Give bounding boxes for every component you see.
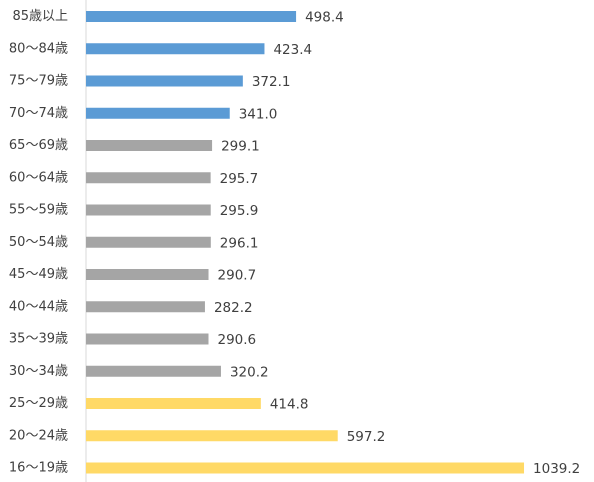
category-label-8: 45～49歳 [9, 267, 68, 282]
bar-1 [86, 43, 265, 55]
category-label-14: 16～19歳 [9, 461, 68, 476]
category-label-13: 20～24歳 [9, 428, 68, 443]
category-label-9: 40～44歳 [9, 299, 68, 314]
bar-0 [86, 11, 297, 22]
value-label-0: 498.4 [305, 10, 344, 26]
value-label-1: 423.4 [273, 42, 312, 58]
bar-11 [86, 365, 221, 377]
bar-9 [86, 301, 205, 313]
value-label-12: 414.8 [270, 397, 309, 413]
bar-7 [86, 236, 211, 248]
category-label-2: 75～79歳 [9, 74, 68, 89]
value-label-7: 296.1 [220, 235, 259, 251]
bar-3 [86, 107, 230, 119]
value-label-2: 372.1 [252, 74, 291, 90]
bar-4 [86, 140, 213, 151]
bar-13 [86, 430, 338, 442]
value-label-14: 1039.2 [533, 461, 580, 477]
category-label-3: 70～74歳 [9, 106, 68, 121]
bars-group [86, 11, 525, 474]
bar-8 [86, 269, 209, 280]
value-label-8: 290.7 [218, 268, 257, 284]
bar-12 [86, 398, 261, 409]
value-labels-group: 498.4 423.4 372.1 341.0 299.1 295.7 295.9 296.1… [214, 10, 580, 478]
bar-14 [86, 462, 525, 474]
category-labels-group: 85歳以上 80～84歳 75～79歳 70～74歳 65～69歳 60～64歳 55～59… [9, 9, 68, 476]
value-label-13: 597.2 [347, 429, 386, 445]
category-label-7: 50～54歳 [9, 235, 68, 250]
category-label-5: 60～64歳 [9, 170, 68, 185]
category-label-6: 55～59歳 [9, 203, 68, 218]
value-label-11: 320.2 [230, 364, 269, 380]
bar-6 [86, 204, 211, 216]
category-label-4: 65～69歳 [9, 138, 68, 153]
value-label-3: 341.0 [239, 106, 278, 122]
category-label-1: 80～84歳 [9, 41, 68, 56]
bar-5 [86, 172, 211, 184]
bar-2 [86, 75, 243, 87]
value-label-9: 282.2 [214, 300, 253, 316]
bar-10 [86, 333, 209, 345]
category-label-12: 25～29歳 [9, 396, 68, 411]
category-label-0: 85歳以上 [12, 9, 68, 24]
category-label-10: 35～39歳 [9, 332, 68, 347]
value-label-6: 295.9 [220, 203, 259, 219]
value-label-10: 290.6 [217, 332, 256, 348]
category-label-11: 30～34歳 [9, 364, 68, 379]
value-label-5: 295.7 [220, 171, 259, 187]
value-label-4: 299.1 [221, 139, 260, 155]
